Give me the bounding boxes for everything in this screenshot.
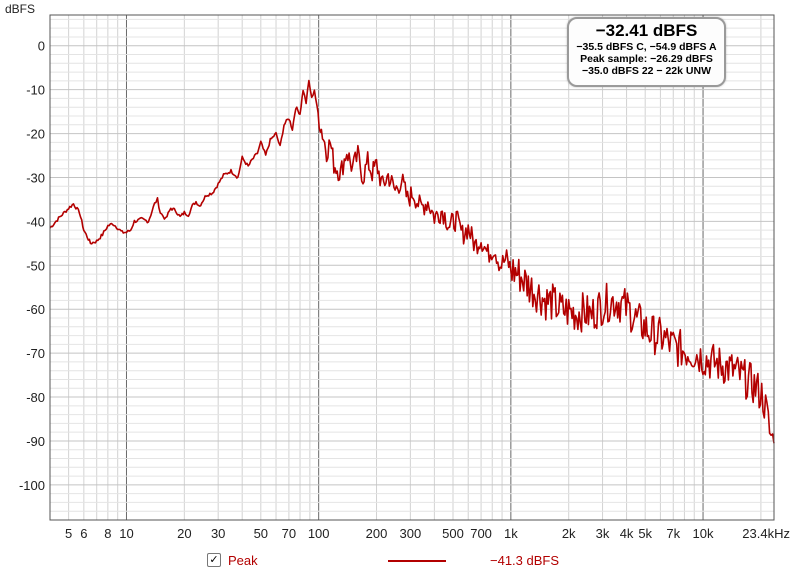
y-tick-label: -60	[26, 302, 45, 317]
y-tick-label: 0	[38, 39, 45, 54]
x-tick-label: 7k	[666, 526, 680, 541]
plot-background	[50, 15, 774, 520]
y-tick-label: -20	[26, 127, 45, 142]
x-tick-label: 10k	[693, 526, 714, 541]
readout-weighted-levels: −35.5 dBFS C, −54.9 dBFS A	[576, 41, 717, 53]
peak-series-label[interactable]: Peak	[228, 553, 258, 568]
plot-border	[49, 14, 775, 521]
x-tick-label: 20	[177, 526, 191, 541]
y-tick-label: -30	[26, 170, 45, 185]
peak-checkbox[interactable]: ✓	[207, 553, 221, 567]
x-tick-label: 23.4kHz	[742, 526, 790, 541]
y-tick-label: -70	[26, 346, 45, 361]
x-tick-label: 200	[366, 526, 388, 541]
readout-unweighted-level: −35.0 dBFS 22 − 22k UNW	[582, 65, 711, 77]
x-tick-label: 100	[308, 526, 330, 541]
x-tick-label: 8	[104, 526, 111, 541]
y-tick-label: -50	[26, 258, 45, 273]
x-tick-label: 6	[80, 526, 87, 541]
peak-level-value: −41.3 dBFS	[490, 553, 560, 568]
x-tick-label: 5k	[638, 526, 652, 541]
x-tick-label: 70	[282, 526, 296, 541]
y-tick-label: -10	[26, 83, 45, 98]
level-readout: −32.41 dBFS −35.5 dBFS C, −54.9 dBFS A P…	[567, 17, 726, 87]
x-tick-label: 5	[65, 526, 72, 541]
series-line-peak	[49, 79, 775, 444]
x-tick-label: 500	[442, 526, 464, 541]
x-tick-label: 10	[119, 526, 133, 541]
y-tick-label: -40	[26, 214, 45, 229]
readout-peak-sample: Peak sample: −26.29 dBFS	[580, 53, 713, 65]
x-tick-label: 300	[400, 526, 422, 541]
y-tick-label: -80	[26, 390, 45, 405]
x-tick-label: 3k	[596, 526, 610, 541]
peak-line-swatch	[388, 560, 446, 562]
x-tick-label: 4k	[620, 526, 634, 541]
readout-main-level: −32.41 dBFS	[595, 21, 698, 40]
x-tick-label: 50	[254, 526, 268, 541]
legend: ✓ Peak −41.3 dBFS	[0, 550, 800, 572]
x-tick-label: 1k	[504, 526, 518, 541]
y-axis-label: dBFS	[5, 2, 35, 16]
y-tick-label: -100	[19, 478, 45, 493]
x-tick-label: 2k	[562, 526, 576, 541]
x-tick-label: 30	[211, 526, 225, 541]
y-tick-label: -90	[26, 434, 45, 449]
x-tick-label: 700	[470, 526, 492, 541]
